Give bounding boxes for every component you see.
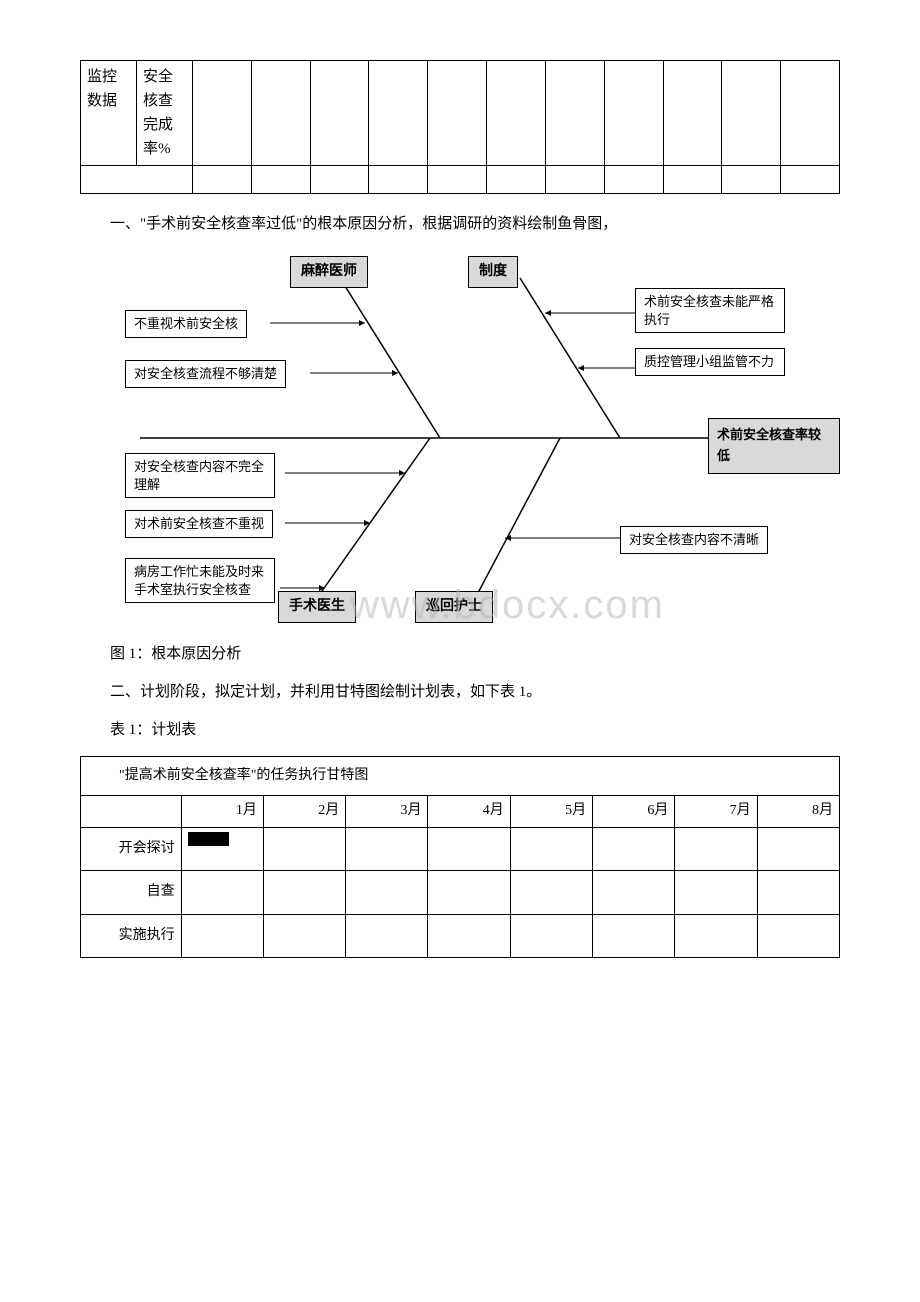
fishbone-cause-nurse-1: 对安全核查内容不清晰 [620, 526, 768, 554]
gantt-cell [593, 914, 675, 957]
cell [722, 166, 781, 194]
cell [428, 166, 487, 194]
fishbone-head: 术前安全核查率较低 [708, 418, 840, 474]
gantt-bar [188, 832, 230, 846]
fishbone-category-nurse: 巡回护士 [415, 591, 493, 623]
gantt-cell [757, 827, 839, 870]
gantt-cell [263, 914, 345, 957]
gantt-cell [593, 827, 675, 870]
cell [487, 61, 546, 166]
gantt-task-3: 实施执行 [81, 914, 182, 957]
cell [722, 61, 781, 166]
cell [781, 61, 840, 166]
cell [545, 61, 604, 166]
gantt-month-6: 6月 [593, 796, 675, 827]
fishbone-cause-policy-1: 术前安全核查未能严格执行 [635, 288, 785, 333]
cell [251, 61, 310, 166]
cell [369, 61, 428, 166]
gantt-title-row: "提高术前安全核查率"的任务执行甘特图 [81, 757, 840, 796]
cell [193, 166, 252, 194]
gantt-cell [510, 871, 592, 914]
gantt-cell [346, 914, 428, 957]
fishbone-cause-surgeon-3: 病房工作忙未能及时来手术室执行安全核查 [125, 558, 275, 603]
gantt-title: "提高术前安全核查率"的任务执行甘特图 [119, 768, 368, 783]
fishbone-diagram: 麻醉医师 制度 手术医生 巡回护士 术前安全核查率较低 不重视术前安全核 对安全… [80, 248, 840, 628]
cell [193, 61, 252, 166]
gantt-cell [181, 827, 263, 870]
gantt-title-cell: "提高术前安全核查率"的任务执行甘特图 [81, 757, 840, 796]
gantt-task-2: 自查 [81, 871, 182, 914]
cell [310, 61, 369, 166]
fishbone-cause-surgeon-1: 对安全核查内容不完全理解 [125, 453, 275, 498]
gantt-cell [757, 914, 839, 957]
gantt-cell [346, 871, 428, 914]
gantt-header-row: 1月 2月 3月 4月 5月 6月 7月 8月 [81, 796, 840, 827]
gantt-cell [510, 914, 592, 957]
gantt-cell [263, 871, 345, 914]
gantt-month-3: 3月 [346, 796, 428, 827]
gantt-table: "提高术前安全核查率"的任务执行甘特图 1月 2月 3月 4月 5月 6月 7月… [80, 756, 840, 958]
fishbone-category-policy: 制度 [468, 256, 518, 288]
table-row [81, 166, 840, 194]
gantt-month-8: 8月 [757, 796, 839, 827]
figure1-caption: 图 1：根本原因分析 [80, 642, 840, 666]
gantt-cell [593, 871, 675, 914]
fishbone-cause-policy-2: 质控管理小组监管不力 [635, 348, 785, 376]
cell [604, 61, 663, 166]
cell [369, 166, 428, 194]
monitor-data-table: 监控数据 安全核查完成率% [80, 60, 840, 194]
fishbone-cause-anesth-1: 不重视术前安全核 [125, 310, 247, 338]
cell [310, 166, 369, 194]
gantt-task-row: 开会探讨 [81, 827, 840, 870]
cell [663, 61, 722, 166]
para-analysis-intro: 一、"手术前安全核查率过低"的根本原因分析，根据调研的资料绘制鱼骨图， [80, 212, 840, 236]
gantt-month-2: 2月 [263, 796, 345, 827]
gantt-task-row: 实施执行 [81, 914, 840, 957]
fishbone-category-surgeon: 手术医生 [278, 591, 356, 623]
fishbone-cause-surgeon-2: 对术前安全核查不重视 [125, 510, 273, 538]
gantt-month-7: 7月 [675, 796, 757, 827]
cell [604, 166, 663, 194]
gantt-cell [757, 871, 839, 914]
gantt-cell [675, 914, 757, 957]
gantt-cell [510, 827, 592, 870]
gantt-cell [263, 827, 345, 870]
gantt-month-5: 5月 [510, 796, 592, 827]
cell [545, 166, 604, 194]
cell [81, 166, 193, 194]
cell [663, 166, 722, 194]
cell-label2: 安全核查完成率% [137, 61, 193, 166]
gantt-cell [346, 827, 428, 870]
gantt-task-row: 自查 [81, 871, 840, 914]
gantt-cell [428, 914, 510, 957]
gantt-cell [675, 871, 757, 914]
gantt-cell [181, 871, 263, 914]
gantt-cell [675, 827, 757, 870]
cell [428, 61, 487, 166]
cell [251, 166, 310, 194]
gantt-cell [428, 871, 510, 914]
fishbone-cause-anesth-2: 对安全核查流程不够清楚 [125, 360, 286, 388]
cell-label1: 监控数据 [81, 61, 137, 166]
cell [781, 166, 840, 194]
gantt-corner [81, 796, 182, 827]
gantt-month-1: 1月 [181, 796, 263, 827]
cell [487, 166, 546, 194]
para-plan-intro: 二、计划阶段，拟定计划，并利用甘特图绘制计划表，如下表 1。 [80, 680, 840, 704]
gantt-month-4: 4月 [428, 796, 510, 827]
fishbone-category-anesth: 麻醉医师 [290, 256, 368, 288]
gantt-cell [181, 914, 263, 957]
gantt-cell [428, 827, 510, 870]
table1-caption: 表 1：计划表 [80, 718, 840, 742]
gantt-task-1: 开会探讨 [81, 827, 182, 870]
table-row: 监控数据 安全核查完成率% [81, 61, 840, 166]
